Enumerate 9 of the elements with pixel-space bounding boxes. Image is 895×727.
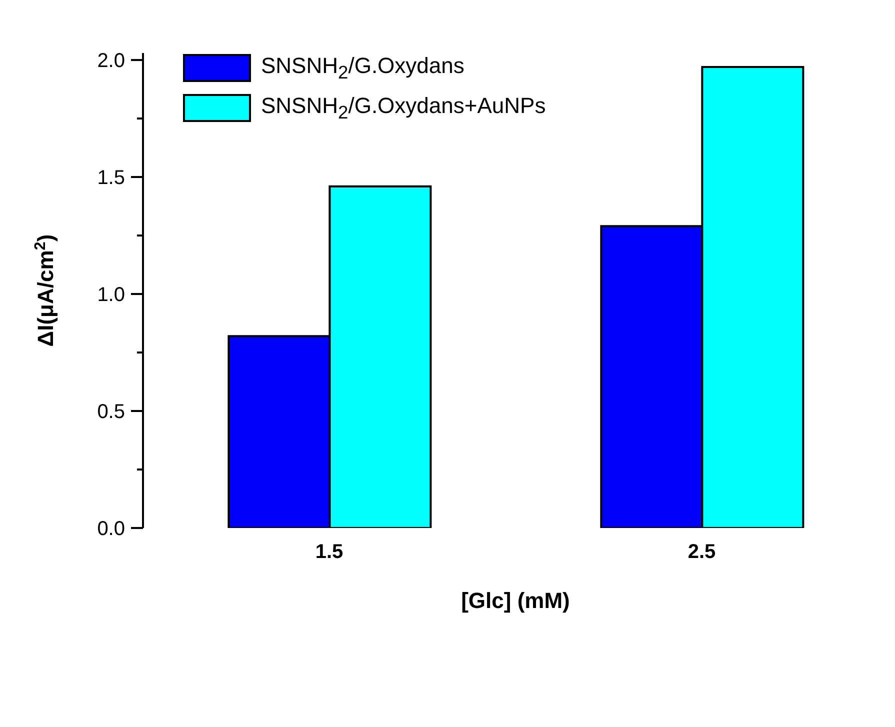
legend-label: SNSNH$_{2}$/G.Oxydans+AuNPs: [261, 92, 546, 124]
y-tick-label: 0.0: [97, 518, 125, 540]
y-tick-label: 1.0: [97, 284, 125, 306]
y-tick-label: 1.5: [97, 167, 125, 190]
legend-label: SNSNH$_{2}$/G.Oxydans: [261, 52, 464, 84]
y-tick-label: 0.5: [97, 401, 125, 424]
x-axis-title: [Glc] (mM): [461, 588, 570, 613]
y-tick-label: 2.0: [97, 50, 125, 72]
x-tick-label: 2.5: [688, 541, 716, 564]
